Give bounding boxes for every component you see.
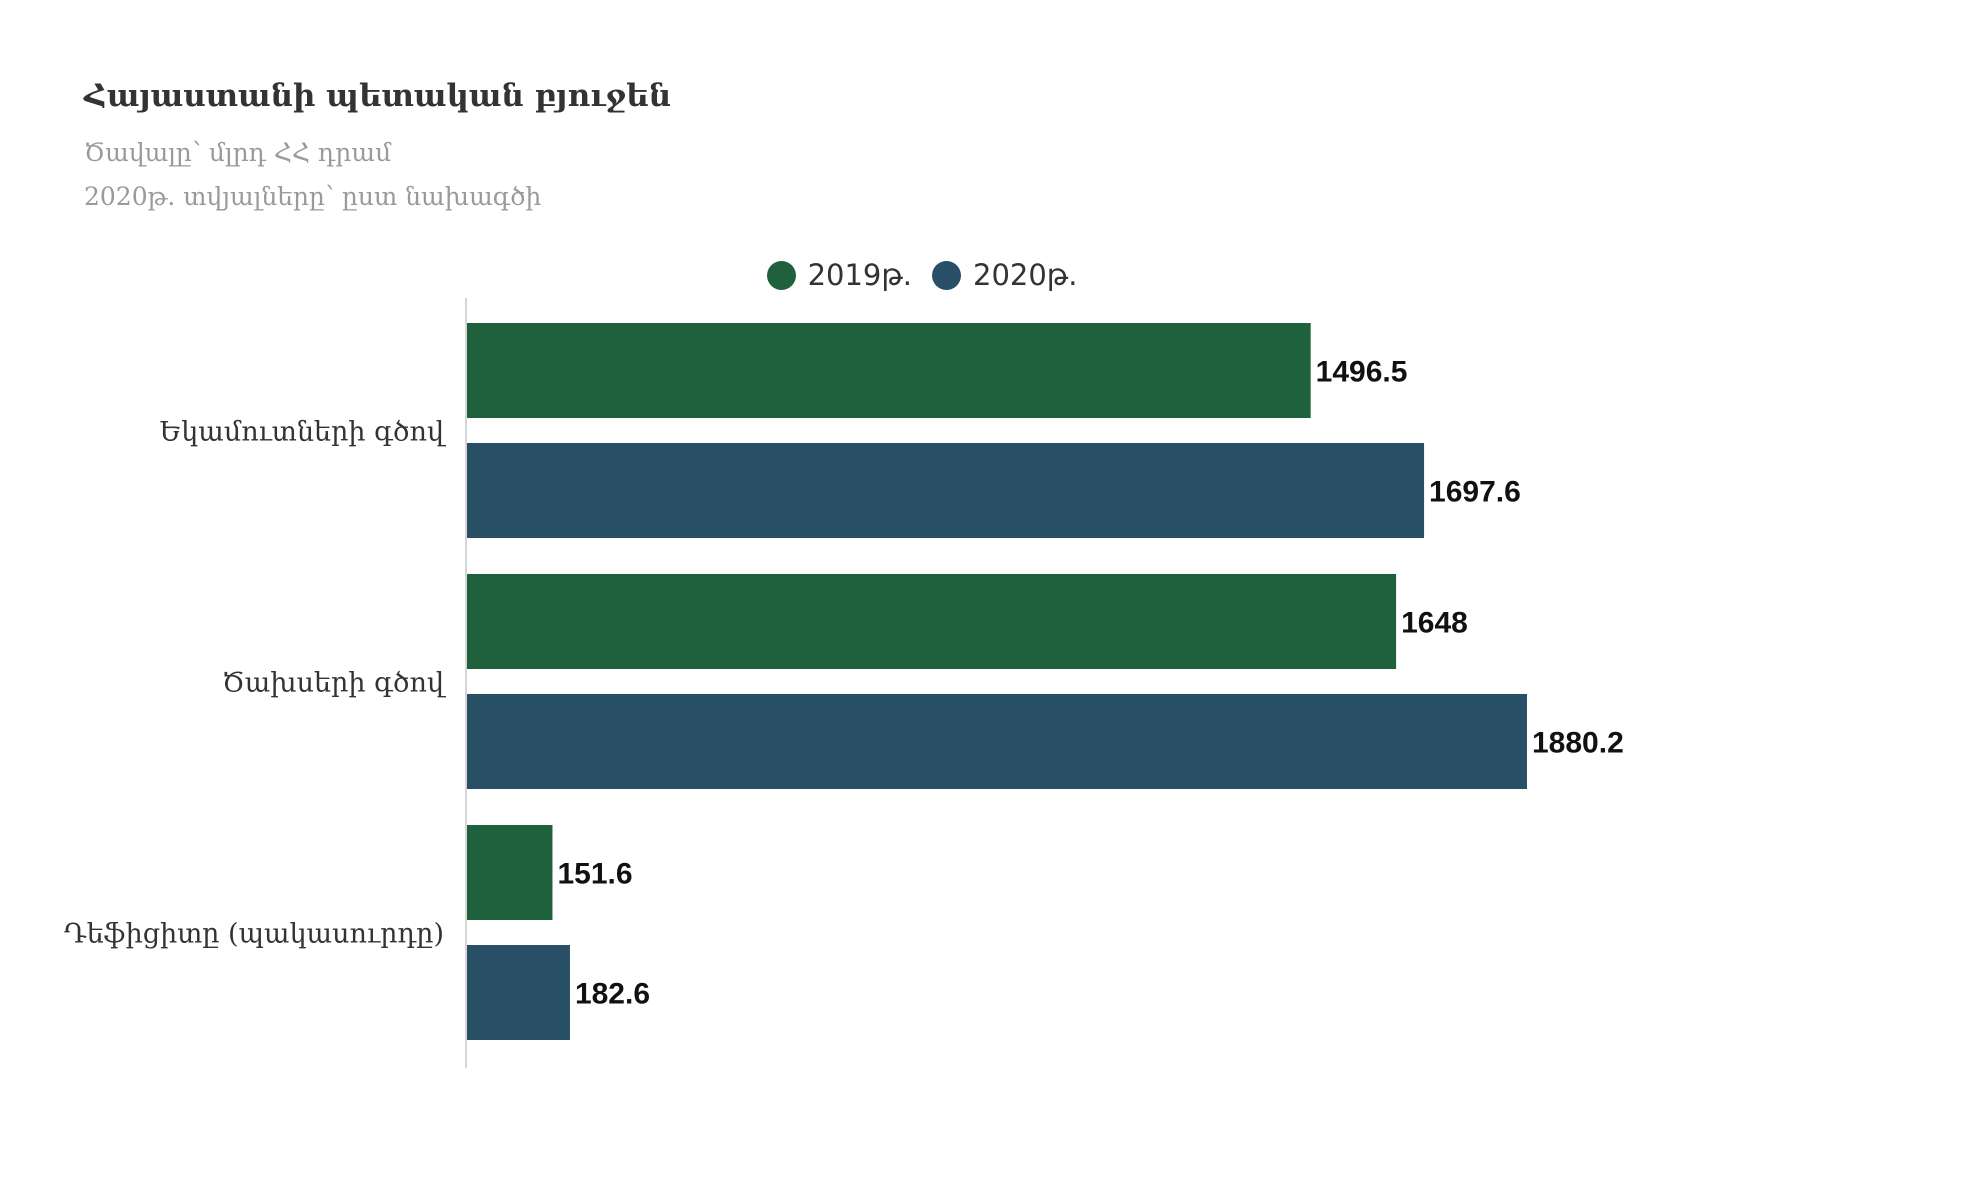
value-label-0-1: 1648 bbox=[1401, 607, 1468, 640]
bar-1-2[interactable] bbox=[467, 945, 570, 1040]
legend-item-2019[interactable]: 2019թ. bbox=[766, 258, 912, 292]
bar-1-0[interactable] bbox=[467, 443, 1425, 538]
bar-0-1[interactable] bbox=[467, 574, 1397, 669]
legend-label-2019: 2019թ. bbox=[807, 258, 912, 292]
legend-swatch-2019 bbox=[766, 260, 796, 290]
bar-0-2[interactable] bbox=[467, 825, 553, 920]
legend-label-2020: 2020թ. bbox=[973, 258, 1078, 292]
value-label-1-0: 1697.6 bbox=[1429, 476, 1521, 509]
bar-1-1[interactable] bbox=[467, 694, 1527, 789]
value-label-0-0: 1496.5 bbox=[1316, 356, 1408, 389]
chart-title: Հայաստանի պետական բյուջեն bbox=[84, 78, 672, 114]
legend-swatch-2020 bbox=[932, 260, 961, 290]
category-label-0: Եկամուտների գծով bbox=[159, 417, 447, 448]
value-label-1-1: 1880.2 bbox=[1532, 727, 1624, 760]
chart-subtitle-source: 2020թ. տվյալները՝ ըստ նախագծի bbox=[84, 182, 542, 211]
category-label-1: Ծախսերի գծով bbox=[222, 668, 447, 699]
chart-subtitle-units: Ծավալը՝ մլրդ ՀՀ դրամ bbox=[84, 138, 392, 167]
category-label-2: Դեֆիցիտը (պակասուրդը) bbox=[64, 919, 444, 950]
legend: 2019թ. 2020թ. bbox=[0, 258, 1974, 292]
bar-0-0[interactable] bbox=[467, 323, 1311, 418]
legend-item-2020[interactable]: 2020թ. bbox=[932, 258, 1077, 292]
value-label-0-2: 151.6 bbox=[557, 858, 632, 891]
value-label-1-2: 182.6 bbox=[575, 978, 650, 1011]
